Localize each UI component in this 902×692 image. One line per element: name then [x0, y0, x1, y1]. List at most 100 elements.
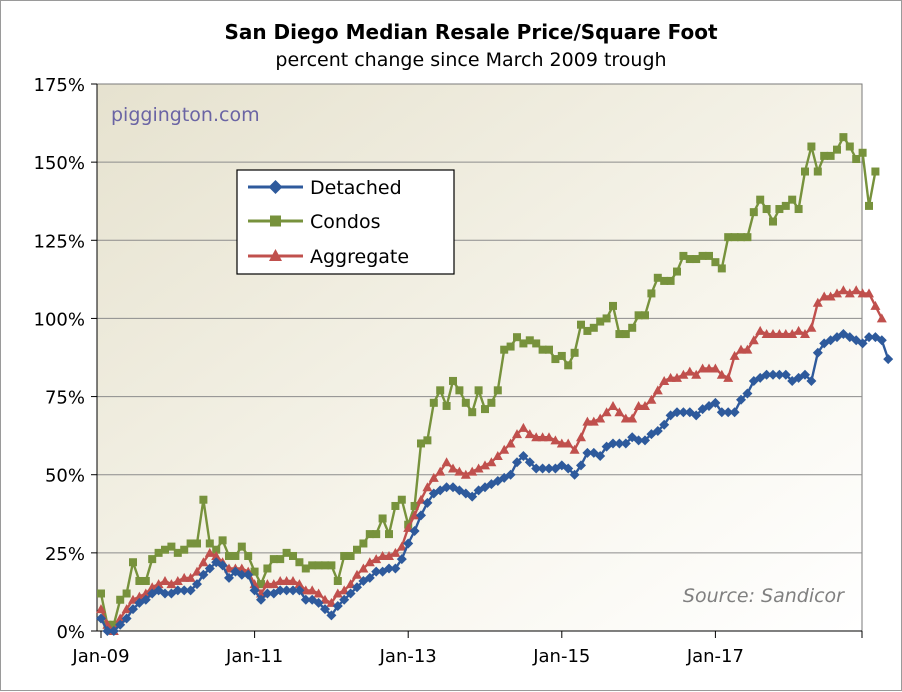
data-point: [192, 579, 202, 590]
data-point: [800, 369, 810, 380]
data-point: [833, 145, 841, 154]
data-point: [678, 369, 689, 379]
data-point: [339, 585, 350, 595]
data-point: [845, 142, 854, 151]
data-point: [441, 457, 452, 467]
data-point: [390, 563, 401, 574]
data-point: [620, 438, 631, 449]
data-point: [710, 397, 721, 408]
data-point: [608, 438, 618, 449]
data-point: [422, 482, 433, 492]
data-point: [806, 375, 817, 386]
data-point: [768, 329, 778, 339]
data-point: [224, 563, 234, 573]
data-point: [518, 450, 529, 461]
source-note: Source: Sandicor: [683, 585, 845, 607]
x-tick-label: Jan-13: [379, 646, 437, 667]
data-point: [596, 317, 605, 326]
data-point: [692, 255, 701, 264]
data-point: [876, 313, 887, 323]
data-point: [519, 339, 528, 348]
data-point: [486, 457, 497, 467]
data-point: [313, 597, 324, 608]
y-tick-label: 75%: [45, 388, 85, 409]
data-point: [576, 460, 586, 471]
data-point: [793, 325, 804, 335]
data-point: [564, 361, 573, 370]
data-point: [729, 407, 740, 418]
data-point: [403, 538, 414, 549]
data-point: [460, 469, 471, 479]
watermark-text: piggington.com: [111, 104, 260, 126]
data-point: [742, 344, 753, 354]
data-point: [423, 436, 432, 445]
data-point: [224, 572, 234, 583]
data-point: [193, 539, 201, 548]
data-point: [660, 276, 669, 285]
data-point: [615, 330, 624, 339]
data-point: [505, 469, 516, 480]
data-point: [640, 435, 650, 446]
data-point: [609, 301, 617, 310]
data-point: [128, 604, 138, 615]
data-point: [97, 589, 105, 598]
data-point: [231, 551, 240, 560]
data-point: [140, 594, 151, 605]
data-point: [192, 566, 202, 576]
data-point: [569, 444, 580, 454]
data-point: [851, 285, 862, 295]
data-point: [525, 336, 534, 345]
data-point: [116, 595, 125, 604]
series-detached: [96, 329, 894, 636]
data-point: [513, 333, 521, 342]
data-point: [153, 579, 164, 589]
data-point: [633, 435, 644, 446]
data-point: [429, 398, 438, 407]
data-point: [448, 463, 458, 473]
data-point: [217, 560, 228, 571]
data-point: [244, 551, 253, 560]
data-point: [711, 258, 720, 267]
x-tick-label: Jan-11: [225, 646, 283, 667]
data-point: [141, 576, 150, 585]
data-point: [499, 444, 510, 454]
data-point: [838, 285, 849, 295]
data-point: [577, 320, 585, 329]
data-point: [742, 388, 753, 399]
data-point: [294, 579, 305, 589]
data-point: [321, 561, 329, 570]
data-point: [461, 398, 470, 407]
data-point: [416, 494, 426, 504]
data-point: [647, 289, 656, 298]
data-point: [249, 585, 260, 596]
data-point: [659, 375, 670, 385]
data-point: [769, 217, 777, 226]
data-point: [570, 348, 579, 357]
data-point: [160, 588, 170, 599]
data-point: [358, 563, 369, 573]
data-point: [556, 438, 567, 448]
data-point: [737, 233, 745, 242]
data-point: [198, 569, 209, 580]
data-point: [397, 495, 406, 504]
data-point: [295, 558, 304, 567]
data-point: [134, 591, 145, 601]
data-point: [396, 541, 407, 551]
data-point: [601, 407, 612, 417]
data-point: [409, 525, 420, 536]
data-point: [691, 369, 702, 379]
data-point: [550, 435, 561, 445]
data-point: [698, 251, 707, 260]
data-point: [857, 288, 868, 298]
data-point: [275, 575, 286, 585]
y-tick-label: 125%: [34, 231, 85, 252]
data-point: [199, 495, 208, 504]
data-point: [211, 550, 222, 560]
data-point: [173, 548, 182, 557]
series-aggregate: [96, 285, 887, 635]
data-point: [545, 345, 553, 354]
data-point: [204, 547, 215, 557]
data-point: [493, 386, 502, 395]
data-point: [282, 548, 291, 557]
data-point: [801, 167, 809, 176]
